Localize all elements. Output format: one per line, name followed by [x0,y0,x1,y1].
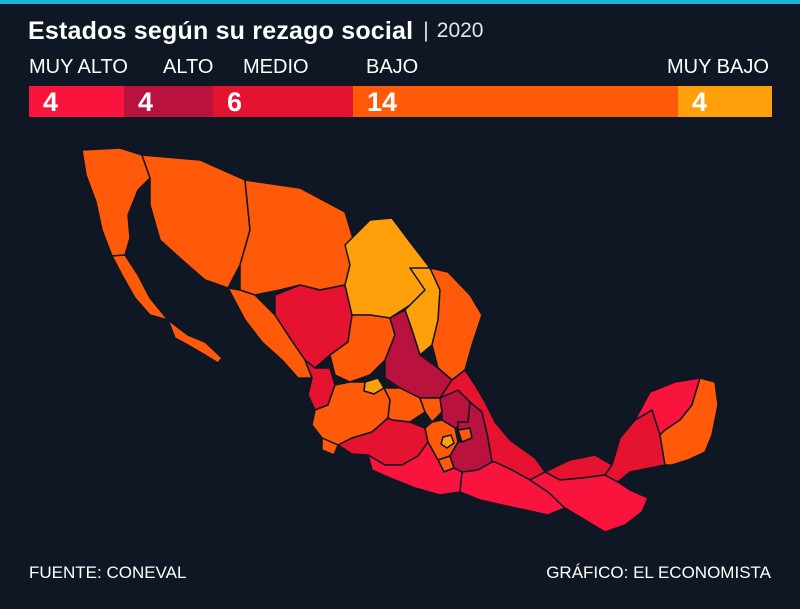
source-credit: FUENTE: CONEVAL [29,563,187,582]
chart-title: Estados según su rezago social [28,16,414,45]
graphic-credit: GRÁFICO: EL ECONOMISTA [546,563,771,582]
category-count-bar: 4 4 6 14 4 [29,86,772,117]
state-baja-california-sur [111,254,223,364]
state-tamaulipas [429,267,483,381]
bar-segment-bajo: 14 [353,86,678,117]
bar-segment-muy-bajo: 4 [678,86,772,117]
legend-label-muy-alto: MUY ALTO [29,56,128,78]
bar-segment-alto: 4 [124,86,213,117]
state-chiapas [529,471,649,533]
state-quintana-roo [659,377,719,466]
state-guerrero [367,441,463,496]
legend-label-medio: MEDIO [243,56,309,78]
legend-label-muy-bajo: MUY BAJO [667,56,769,78]
state-ciudad-de-mexico [440,434,455,449]
mexico-map [81,147,719,533]
state-chihuahua [239,179,356,296]
bar-segment-muy-alto: 4 [29,86,124,117]
bar-count-bajo: 14 [367,87,398,117]
legend-label-alto: ALTO [163,56,214,78]
bar-segment-medio: 6 [213,86,353,117]
state-queretaro [419,397,443,423]
state-baja-california [81,147,151,257]
legend-label-bajo: BAJO [366,56,419,78]
bar-count-muy-bajo: 4 [692,87,708,117]
bar-count-medio: 6 [227,87,243,117]
title-row: Estados según su rezago social | 2020 [28,14,483,48]
title-separator: | [423,19,429,42]
chart-year: 2020 [436,19,484,42]
bar-count-muy-alto: 4 [43,87,59,117]
state-colima [321,437,339,456]
top-accent-rule [0,0,800,4]
state-sonora [141,154,251,289]
bar-count-alto: 4 [138,87,154,117]
